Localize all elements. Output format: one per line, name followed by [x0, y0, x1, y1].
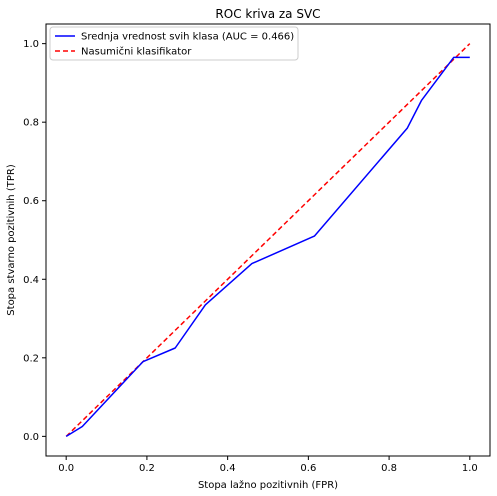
legend: Srednja vrednost svih klasa (AUC = 0.466…	[49, 26, 299, 61]
plot-frame	[45, 23, 491, 457]
x-tick-label: 0.4	[220, 463, 236, 474]
y-tick-label: 1.0	[23, 39, 39, 50]
series-line-mean	[65, 56, 470, 438]
y-axis: 0.0 0.2 0.4 0.6 0.8 1.0	[23, 39, 46, 443]
x-tick-label: 0.8	[381, 463, 397, 474]
legend-box	[49, 26, 299, 61]
chart-title: ROC kriva za SVC	[215, 7, 320, 21]
series-line-random	[65, 43, 471, 437]
y-tick-label: 0.2	[23, 353, 39, 364]
y-axis-title: Stopa stvarno pozitivnih (TPR)	[6, 164, 17, 316]
x-axis: 0.0 0.2 0.4 0.6 0.8 1.0	[58, 456, 478, 474]
series-layer	[65, 43, 471, 438]
x-tick-label: 0.2	[139, 463, 155, 474]
y-tick-label: 0.6	[23, 196, 39, 207]
y-tick-label: 0.4	[23, 275, 39, 286]
x-axis-title: Stopa lažno pozitivnih (FPR)	[198, 479, 338, 491]
y-tick-label: 0.8	[23, 118, 39, 129]
legend-label-random: Nasumični klasifikator	[81, 46, 192, 58]
legend-label-mean: Srednja vrednost svih klasa (AUC = 0.466…	[81, 32, 294, 43]
x-tick-label: 0.6	[300, 463, 316, 474]
x-tick-label: 1.0	[462, 463, 478, 474]
x-tick-label: 0.0	[58, 463, 74, 474]
y-tick-label: 0.0	[23, 432, 39, 443]
